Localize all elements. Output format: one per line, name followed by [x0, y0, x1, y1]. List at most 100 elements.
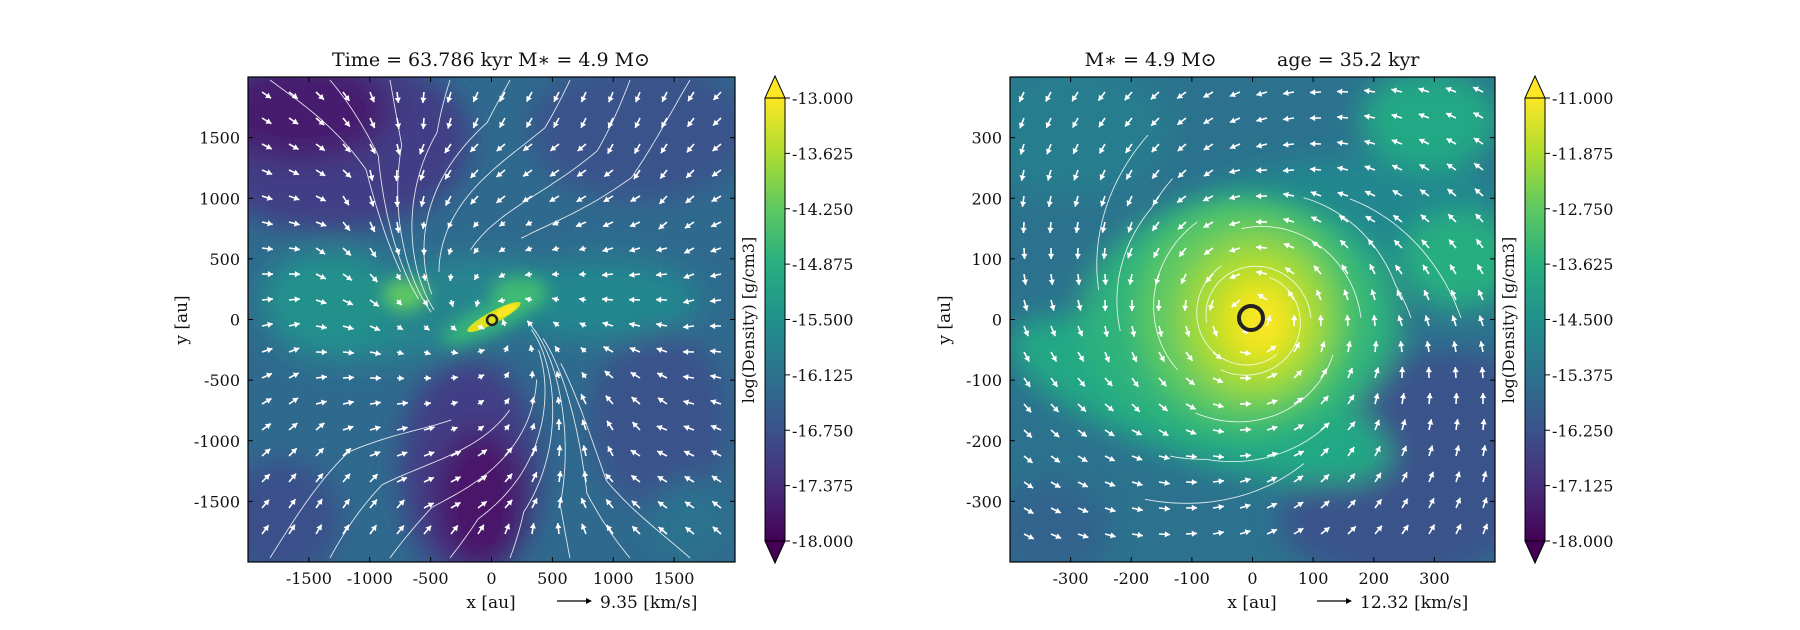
velocity-arrow-head [1150, 93, 1157, 100]
velocity-arrow-head [1473, 112, 1480, 118]
velocity-arrow-head [1023, 330, 1030, 337]
x-tick-label-right: 300 [1419, 569, 1450, 588]
velocity-arrow-head [605, 473, 612, 480]
velocity-arrow-head [267, 321, 273, 328]
velocity-arrow-head [454, 502, 461, 508]
velocity-arrow-head [711, 196, 718, 202]
velocity-arrow-head [454, 476, 461, 482]
velocity-arrow-head [1343, 289, 1350, 296]
velocity-arrow-head [425, 400, 431, 407]
velocity-arrow-head [321, 349, 327, 356]
velocity-arrow-head [478, 348, 485, 355]
velocity-arrow-head [1397, 315, 1404, 322]
velocity-arrow-head [1019, 175, 1026, 181]
velocity-arrow-head [550, 170, 556, 177]
velocity-arrow-head [1453, 393, 1460, 399]
velocity-arrow-head [552, 219, 559, 226]
velocity-arrow-head [1424, 315, 1431, 322]
velocity-arrow-head [1364, 139, 1371, 146]
velocity-arrow-head [1177, 223, 1184, 230]
streamline [449, 349, 546, 559]
velocity-arrow-head [372, 300, 379, 307]
velocity-arrow-head [1451, 341, 1458, 347]
velocity-arrow-head [527, 320, 534, 327]
velocity-arrow-head [420, 123, 427, 129]
velocity-arrow-head [1184, 330, 1191, 337]
velocity-arrow-head [348, 399, 354, 406]
velocity-arrow-head [553, 95, 560, 102]
velocity-arrow-head [580, 347, 587, 354]
velocity-arrow-head [1229, 168, 1235, 175]
velocity-arrow-head [1323, 500, 1330, 507]
streamline [542, 338, 631, 559]
velocity-arrow-head [1256, 218, 1262, 226]
velocity-arrow-head [1047, 253, 1055, 259]
streamline [1241, 225, 1362, 319]
y-tick-label-left: 0 [230, 311, 240, 330]
x-tick-label-left: 1500 [654, 569, 695, 588]
velocity-arrow-head [1425, 341, 1432, 347]
velocity-arrow-head [1310, 89, 1316, 96]
velocity-arrow-head [1021, 279, 1028, 285]
velocity-arrow-head [478, 324, 485, 330]
velocity-arrow-head [1157, 330, 1164, 337]
velocity-arrow-head [1478, 315, 1485, 322]
velocity-arrow-head [1077, 330, 1084, 337]
velocity-arrow-head [1245, 375, 1251, 382]
velocity-arrow-head [1271, 425, 1278, 432]
velocity-arrow-head [1203, 118, 1210, 124]
velocity-arrow-head [1271, 502, 1277, 509]
velocity-arrow-head [451, 400, 458, 407]
velocity-arrow-head [1420, 214, 1427, 221]
axes-right: -300 -200 -100 0 100 200 300 -300 -200 -100 0 100 20… [966, 77, 1495, 588]
velocity-arrow-head [370, 525, 377, 532]
velocity-arrow-head [549, 196, 556, 202]
velocity-arrow-head [661, 95, 668, 102]
velocity-arrow-head [1394, 240, 1401, 247]
colorbar-tick-label-left: -14.875 [792, 255, 853, 274]
velocity-arrow-head [1074, 227, 1081, 233]
velocity-arrow-head [1098, 94, 1104, 101]
y-axis-label-right: y [au] [935, 295, 955, 345]
velocity-arrow-head [1082, 507, 1089, 514]
velocity-arrow-head [1108, 455, 1115, 462]
velocity-arrow-head [1476, 239, 1482, 246]
velocity-arrow-head [656, 246, 663, 253]
velocity-arrow-head [1231, 301, 1238, 308]
velocity-arrow-head [1190, 429, 1197, 436]
velocity-arrow-head [374, 325, 381, 332]
velocity-field-left [261, 79, 722, 559]
velocity-arrow-head [605, 395, 612, 402]
velocity-arrow-head [293, 347, 300, 353]
velocity-arrow-head [1186, 354, 1193, 361]
velocity-arrow-head [1107, 405, 1114, 411]
velocity-arrow-head [658, 223, 665, 230]
velocity-arrow-head [420, 223, 427, 229]
velocity-arrow-head [504, 523, 511, 530]
velocity-arrow-head [1081, 481, 1088, 488]
velocity-arrow-head [344, 120, 350, 127]
velocity-arrow-head [1393, 215, 1400, 221]
velocity-arrow-head [1099, 173, 1106, 180]
velocity-arrow-head [656, 347, 663, 354]
velocity-arrow-head [581, 372, 588, 379]
velocity-arrow-head [579, 322, 586, 328]
velocity-arrow-head [1337, 114, 1343, 121]
velocity-arrow-head [1423, 290, 1430, 297]
velocity-arrow-head [603, 196, 610, 202]
velocity-arrow-head [1164, 479, 1170, 486]
velocity-arrow-head [1245, 400, 1251, 407]
velocity-arrow-head [1072, 121, 1078, 128]
velocity-arrow-head [1418, 87, 1425, 94]
velocity-arrow-head [1344, 315, 1351, 321]
velocity-arrow-head [1349, 473, 1355, 480]
velocity-arrow-head [683, 273, 690, 279]
velocity-arrow-head [581, 419, 588, 426]
velocity-arrow-head [1371, 315, 1378, 321]
velocity-arrow-head [606, 420, 613, 427]
x-tick-label-right: 0 [1247, 569, 1257, 588]
velocity-arrow-head [265, 143, 272, 150]
velocity-arrow-head [1076, 304, 1083, 311]
velocity-arrow-head [685, 197, 692, 204]
velocity-arrow-head [451, 426, 458, 433]
